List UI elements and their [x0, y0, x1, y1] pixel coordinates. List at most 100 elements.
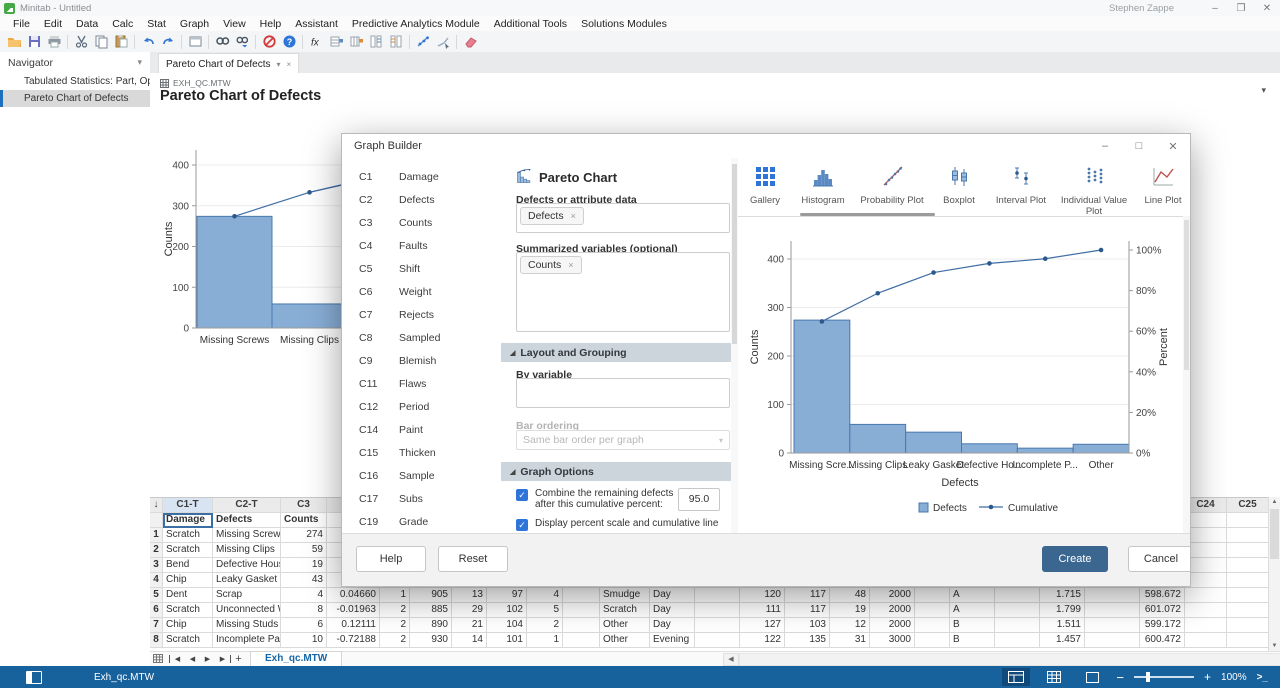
cell[interactable]: 890 — [410, 618, 452, 633]
cell[interactable]: 1.457 — [1040, 633, 1085, 648]
cell[interactable]: 4 — [281, 588, 327, 603]
cell[interactable]: Bend — [163, 558, 213, 573]
navigator-item-pareto-chart-of-defects[interactable]: Pareto Chart of Defects — [0, 90, 150, 107]
insert-cols-icon[interactable] — [346, 33, 366, 51]
cell[interactable] — [1227, 588, 1269, 603]
cell[interactable]: 1.799 — [1040, 603, 1085, 618]
cell[interactable]: 59 — [281, 543, 327, 558]
cell[interactable]: 2 — [380, 618, 410, 633]
next-sheet-icon[interactable]: ▶ — [200, 655, 215, 663]
menu-item-graph[interactable]: Graph — [173, 18, 216, 30]
cell[interactable]: Smudge — [600, 588, 650, 603]
column-item-c2[interactable]: C2Defects — [342, 189, 501, 212]
cell[interactable]: Defective Housi — [213, 558, 281, 573]
cell[interactable]: Incomplete Part — [213, 633, 281, 648]
cell[interactable]: Scratch — [163, 633, 213, 648]
cell[interactable]: 2000 — [870, 618, 915, 633]
menu-item-additional-tools[interactable]: Additional Tools — [487, 18, 574, 30]
row-number[interactable]: 4 — [150, 573, 163, 588]
cell[interactable]: Unconnected Wir — [213, 603, 281, 618]
cell[interactable]: 599.172 — [1140, 618, 1185, 633]
output-options-chevron-icon[interactable]: ▾ — [1261, 85, 1266, 96]
reset-button[interactable]: Reset — [438, 546, 508, 572]
column-header-c1-t[interactable]: C1-T — [163, 498, 213, 513]
split-view-icon[interactable] — [1002, 668, 1030, 686]
cell[interactable]: 127 — [740, 618, 785, 633]
cell[interactable]: Missing Clips — [213, 543, 281, 558]
menu-item-calc[interactable]: Calc — [105, 18, 140, 30]
cell[interactable]: 135 — [785, 633, 830, 648]
cell[interactable]: 6 — [281, 618, 327, 633]
navigator-item-tabulated-statistics-part-operator[interactable]: Tabulated Statistics: Part, Operator — [0, 73, 150, 90]
cell[interactable]: 2000 — [870, 588, 915, 603]
zoom-out-icon[interactable]: − — [1116, 670, 1124, 685]
cell[interactable]: B — [950, 618, 995, 633]
cell[interactable]: Other — [600, 618, 650, 633]
cell[interactable]: 8 — [281, 603, 327, 618]
cell[interactable]: 4 — [527, 588, 563, 603]
row-number[interactable]: 7 — [150, 618, 163, 633]
cell[interactable]: Scratch — [163, 528, 213, 543]
cell[interactable] — [1185, 633, 1227, 648]
redo-icon[interactable] — [158, 33, 178, 51]
column-name-damage[interactable]: Damage — [163, 513, 213, 528]
cell[interactable]: Scrap — [213, 588, 281, 603]
cancel-button[interactable]: Cancel — [1128, 546, 1191, 572]
cell[interactable]: Missing Studs — [213, 618, 281, 633]
cell[interactable]: 1 — [527, 633, 563, 648]
cell[interactable] — [1085, 618, 1140, 633]
cell[interactable] — [1227, 633, 1269, 648]
scrollbar-thumb[interactable] — [1270, 509, 1279, 559]
menu-item-view[interactable]: View — [216, 18, 253, 30]
chip-remove-icon[interactable]: × — [568, 260, 573, 270]
gallery-scrollbar[interactable] — [800, 213, 935, 216]
column-item-c8[interactable]: C8Sampled — [342, 327, 501, 350]
gallery-item-boxplot[interactable]: Boxplot — [930, 158, 988, 216]
cell[interactable] — [563, 618, 600, 633]
edit-graph-icon[interactable] — [413, 33, 433, 51]
close-button[interactable]: ✕ — [1254, 3, 1280, 14]
cell[interactable]: Scratch — [163, 543, 213, 558]
cell[interactable]: 5 — [527, 603, 563, 618]
zoom-level[interactable]: 100% — [1221, 672, 1247, 683]
worksheet-horizontal-scrollbar[interactable] — [739, 653, 1280, 666]
cell[interactable]: 102 — [487, 603, 527, 618]
dialog-maximize-button[interactable]: □ — [1122, 140, 1156, 153]
cell[interactable] — [695, 588, 740, 603]
cell[interactable] — [1185, 543, 1227, 558]
cell[interactable] — [995, 588, 1040, 603]
cell[interactable]: 600.472 — [1140, 633, 1185, 648]
column-header-c25[interactable]: C25 — [1227, 498, 1269, 513]
row-number[interactable]: 6 — [150, 603, 163, 618]
cell[interactable]: 48 — [830, 588, 870, 603]
menu-item-predictive-analytics-module[interactable]: Predictive Analytics Module — [345, 18, 487, 30]
cell[interactable]: Missing Screws — [213, 528, 281, 543]
open-file-icon[interactable] — [4, 33, 24, 51]
column-item-c17[interactable]: C17Subs — [342, 488, 501, 511]
cell[interactable]: -0.01963 — [327, 603, 380, 618]
gallery-item-gallery[interactable]: Gallery — [738, 158, 792, 216]
column-header-c24[interactable]: C24 — [1185, 498, 1227, 513]
cell[interactable]: 43 — [281, 573, 327, 588]
menu-item-data[interactable]: Data — [69, 18, 105, 30]
row-number[interactable]: 3 — [150, 558, 163, 573]
chip-defects[interactable]: Defects × — [520, 207, 584, 225]
builder-panel-scrollbar[interactable] — [731, 158, 738, 534]
cell[interactable]: 19 — [281, 558, 327, 573]
last-sheet-icon[interactable]: ▶ — [215, 655, 231, 663]
entry-direction-arrow[interactable]: ↓ — [150, 498, 163, 513]
tab-pareto-chart-of-defects[interactable]: Pareto Chart of Defects ▾ × — [158, 53, 299, 74]
chip-counts[interactable]: Counts × — [520, 256, 582, 274]
cell[interactable] — [695, 618, 740, 633]
data-view-icon[interactable] — [1040, 668, 1068, 686]
column-item-c15[interactable]: C15Thicken — [342, 442, 501, 465]
cell[interactable]: 103 — [785, 618, 830, 633]
column-header-c3[interactable]: C3 — [281, 498, 327, 513]
menu-item-assistant[interactable]: Assistant — [288, 18, 345, 30]
insert-rows-icon[interactable] — [326, 33, 346, 51]
cell[interactable]: 2 — [380, 603, 410, 618]
cell[interactable]: 885 — [410, 603, 452, 618]
cell[interactable]: 1.511 — [1040, 618, 1085, 633]
cell[interactable] — [563, 588, 600, 603]
cell[interactable]: 13 — [452, 588, 487, 603]
